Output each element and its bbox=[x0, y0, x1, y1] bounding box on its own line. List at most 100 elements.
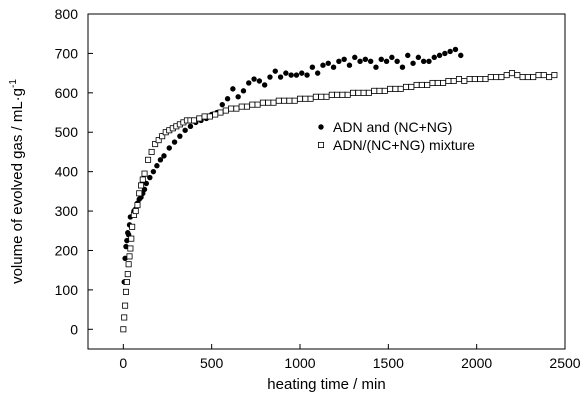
data-point bbox=[249, 101, 256, 108]
data-point bbox=[125, 261, 132, 268]
x-tick-label: 1500 bbox=[373, 355, 404, 371]
data-point bbox=[365, 89, 372, 96]
legend-marker bbox=[317, 141, 324, 148]
chart-marks bbox=[120, 46, 558, 333]
data-point bbox=[383, 58, 390, 64]
data-point bbox=[190, 117, 197, 124]
series-2 bbox=[120, 70, 558, 333]
data-point bbox=[283, 70, 289, 76]
y-axis-label-text: volume of evolved gas / mL·g bbox=[9, 88, 26, 284]
legend-label: ADN and (NC+NG) bbox=[333, 119, 452, 135]
data-point bbox=[288, 72, 294, 78]
x-tick-label: 2000 bbox=[461, 355, 492, 371]
data-point bbox=[126, 253, 133, 260]
data-point bbox=[277, 74, 284, 80]
data-point bbox=[212, 111, 219, 118]
data-point bbox=[159, 133, 166, 140]
data-point bbox=[551, 72, 558, 79]
data-point bbox=[124, 237, 130, 244]
data-point bbox=[304, 72, 310, 78]
data-point bbox=[128, 235, 135, 242]
data-point bbox=[182, 127, 188, 133]
data-point bbox=[426, 58, 432, 64]
data-point bbox=[508, 70, 515, 77]
data-point bbox=[219, 101, 225, 108]
data-point bbox=[254, 101, 261, 108]
data-point bbox=[524, 74, 531, 81]
data-point bbox=[367, 58, 374, 64]
data-point bbox=[376, 87, 383, 94]
data-point bbox=[339, 91, 346, 98]
data-point bbox=[157, 157, 164, 163]
data-point bbox=[408, 83, 415, 90]
y-tick-label: 400 bbox=[55, 164, 79, 180]
data-point bbox=[147, 174, 153, 181]
data-point bbox=[357, 58, 363, 64]
data-point bbox=[286, 97, 293, 104]
legend-item: ADN/(NC+NG) mixture bbox=[317, 137, 475, 153]
data-point bbox=[452, 46, 459, 53]
data-point bbox=[323, 93, 330, 100]
x-tick-label: 0 bbox=[119, 355, 127, 371]
data-point bbox=[466, 76, 473, 83]
data-point bbox=[328, 91, 335, 98]
data-point bbox=[493, 74, 500, 81]
data-point bbox=[309, 64, 316, 70]
data-point bbox=[238, 103, 245, 110]
data-point bbox=[166, 145, 172, 151]
data-point bbox=[124, 271, 131, 278]
data-point bbox=[530, 74, 537, 81]
data-point bbox=[362, 56, 369, 63]
data-point bbox=[450, 78, 457, 85]
data-point bbox=[477, 76, 484, 83]
data-point bbox=[137, 182, 144, 189]
data-point bbox=[355, 89, 362, 96]
data-point bbox=[123, 243, 129, 250]
data-point bbox=[325, 60, 331, 66]
data-point bbox=[402, 83, 409, 90]
data-point bbox=[378, 56, 384, 63]
data-point bbox=[360, 89, 367, 96]
data-point bbox=[121, 314, 128, 321]
data-point bbox=[546, 74, 553, 81]
y-tick-label: 100 bbox=[55, 282, 79, 298]
data-point bbox=[136, 190, 143, 197]
data-point bbox=[272, 68, 278, 74]
data-point bbox=[122, 255, 128, 262]
data-point bbox=[399, 64, 406, 70]
data-point bbox=[222, 107, 229, 114]
data-point bbox=[259, 99, 266, 106]
y-tick-label: 800 bbox=[55, 6, 79, 22]
data-point bbox=[447, 48, 453, 55]
data-point bbox=[320, 62, 326, 68]
data-point bbox=[487, 74, 494, 81]
data-point bbox=[150, 168, 157, 175]
data-point bbox=[122, 288, 129, 295]
data-point bbox=[341, 56, 347, 63]
y-tick-label: 200 bbox=[55, 242, 79, 258]
data-point bbox=[471, 76, 478, 83]
data-point bbox=[145, 156, 152, 163]
data-point bbox=[129, 223, 136, 230]
data-point bbox=[161, 153, 167, 159]
data-point bbox=[155, 137, 162, 144]
data-point bbox=[389, 54, 395, 61]
data-point bbox=[336, 58, 342, 64]
y-tick-label: 300 bbox=[55, 203, 79, 219]
data-point bbox=[503, 72, 510, 79]
data-point bbox=[267, 74, 273, 80]
data-point bbox=[302, 95, 309, 102]
y-axis-label: volume of evolved gas / mL·g-1 bbox=[8, 79, 26, 284]
data-point bbox=[152, 141, 159, 148]
data-point bbox=[312, 93, 319, 100]
data-point bbox=[330, 64, 337, 70]
y-tick-label: 0 bbox=[70, 321, 78, 337]
x-axis-ticks: 0 500 1000 1500 2000 2500 bbox=[119, 344, 581, 371]
data-point bbox=[243, 103, 250, 110]
data-point bbox=[442, 50, 448, 57]
data-point bbox=[256, 78, 263, 84]
data-point bbox=[251, 76, 257, 82]
data-point bbox=[352, 54, 358, 61]
